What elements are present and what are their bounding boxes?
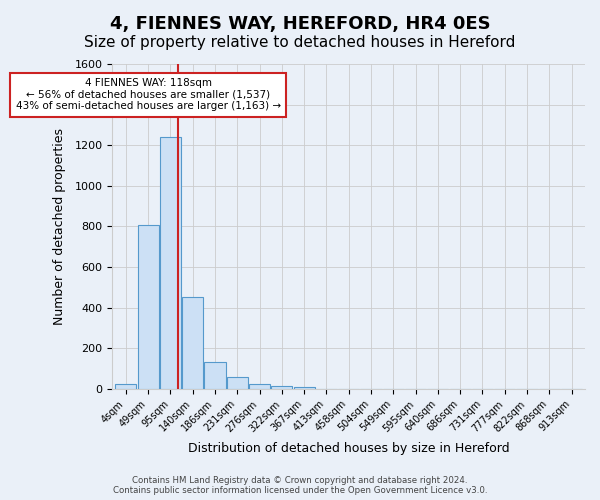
Bar [182, 296, 203, 389]
X-axis label: Distribution of detached houses by size in Hereford: Distribution of detached houses by size … [188, 442, 509, 455]
Bar [271, 386, 292, 389]
Bar [249, 384, 270, 389]
Bar [227, 377, 248, 389]
Y-axis label: Number of detached properties: Number of detached properties [53, 128, 66, 325]
Text: Contains HM Land Registry data © Crown copyright and database right 2024.
Contai: Contains HM Land Registry data © Crown c… [113, 476, 487, 495]
Bar [205, 362, 226, 389]
Text: Size of property relative to detached houses in Hereford: Size of property relative to detached ho… [85, 35, 515, 50]
Text: 4, FIENNES WAY, HEREFORD, HR4 0ES: 4, FIENNES WAY, HEREFORD, HR4 0ES [110, 15, 490, 33]
Bar [160, 137, 181, 389]
Bar [115, 384, 136, 389]
Bar [137, 226, 159, 389]
Bar [293, 386, 315, 389]
Text: 4 FIENNES WAY: 118sqm
← 56% of detached houses are smaller (1,537)
43% of semi-d: 4 FIENNES WAY: 118sqm ← 56% of detached … [16, 78, 281, 112]
